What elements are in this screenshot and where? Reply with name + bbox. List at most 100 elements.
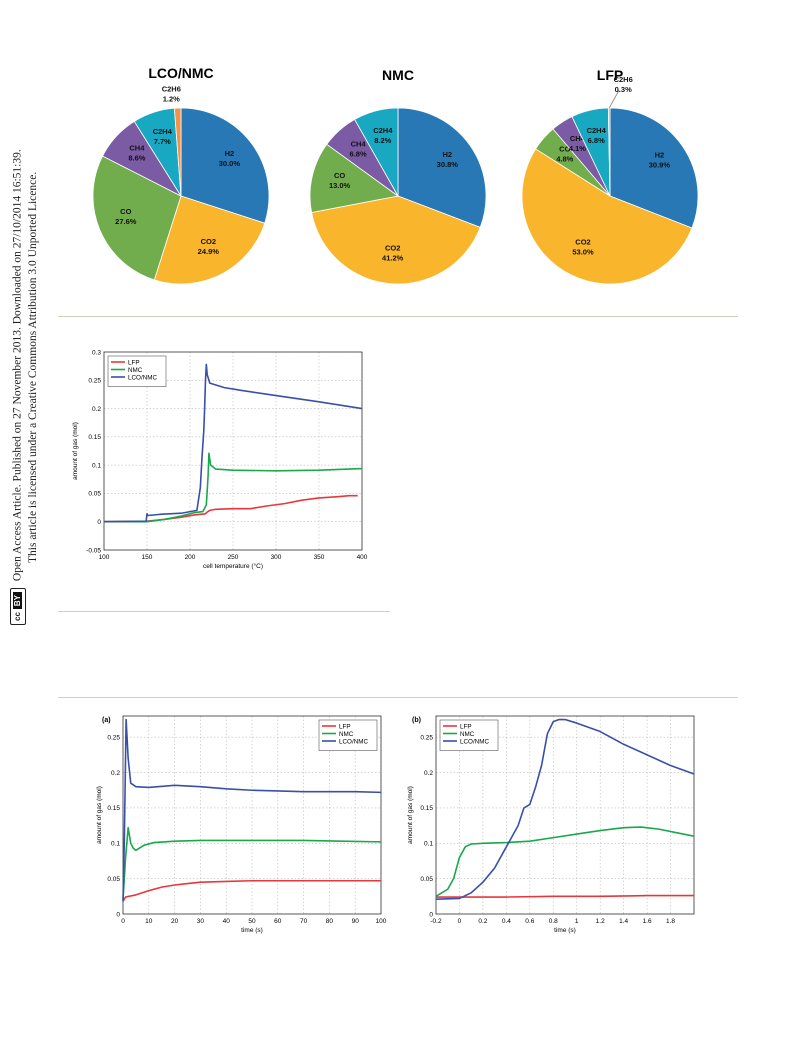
plot-frame — [435, 715, 695, 915]
x-tick-label: 100 — [99, 554, 110, 561]
gas-vs-time-chart-b: -0.2 0 0.2 0.4 0.6 0.8 1 1.2 1.4 1.6 1.800.050.10.… — [407, 715, 695, 934]
x-axis-label: time (s) — [241, 927, 263, 934]
legend-label-lco-nmc: LCO/NMC — [128, 374, 157, 381]
pie-slice-co2 — [153, 195, 266, 285]
y-tick-label: 0.15 — [88, 434, 101, 441]
cc-by-badge[interactable]: ccBY — [10, 587, 26, 625]
pie-slice-c2h6 — [607, 107, 611, 197]
x-tick-label: 30 — [197, 918, 205, 925]
y-tick-label: 0.2 — [424, 770, 433, 777]
sidebar-line-2[interactable]: This article is licensed under a Creativ… — [27, 171, 39, 563]
x-tick-label: 1.4 — [619, 918, 628, 925]
y-axis-label: amount of gas (mol) — [72, 422, 79, 480]
series-line-lfp — [436, 894, 694, 898]
pie-value-c2h4: 8.2% — [374, 136, 391, 145]
pie-label-c2h4: C2H4 — [587, 126, 607, 135]
divider-1 — [58, 316, 738, 317]
y-tick-label: 0 — [116, 911, 120, 918]
pie-charts-figure: LCO/NMCH230.0%CO224.9%CO27.6%CH48.6%C2H4… — [92, 65, 699, 285]
pie-slice-co2 — [311, 195, 481, 285]
y-tick-label: 0.25 — [88, 378, 101, 385]
legend-label-lfp: LFP — [339, 723, 351, 730]
leader-line — [608, 89, 620, 109]
legend-label-nmc: NMC — [339, 731, 354, 738]
x-tick-label: 40 — [223, 918, 231, 925]
pie-slice-h2 — [180, 107, 270, 224]
y-tick-label: 0.05 — [88, 491, 101, 498]
legend-label-lfp: LFP — [128, 359, 140, 366]
y-tick-label: 0.3 — [92, 349, 101, 356]
pie-value-co: 27.6% — [115, 217, 137, 226]
pie-label-co: CO — [120, 207, 131, 216]
y-tick-label: 0 — [97, 519, 101, 526]
x-axis-label: time (s) — [554, 927, 576, 934]
divider-2 — [58, 611, 390, 612]
pie-label-h2: H2 — [655, 150, 665, 159]
x-tick-label: 1.8 — [666, 918, 675, 925]
pie-value-co2: 41.2% — [382, 254, 404, 263]
series-line-lco-nmc — [122, 718, 382, 902]
y-tick-label: 0.05 — [420, 876, 433, 883]
y-axis-label: amount of gas (mol) — [407, 786, 414, 844]
pie-label-co2: CO2 — [575, 237, 590, 246]
x-tick-label: 0 — [121, 918, 125, 925]
y-tick-label: 0.2 — [92, 406, 101, 413]
pie-label-c2h6: C2H6 — [162, 85, 181, 94]
panel-title: (a) — [102, 717, 111, 724]
pie-value-h2: 30.8% — [437, 160, 459, 169]
pie-value-ch4: 8.6% — [128, 154, 145, 163]
pie-value-co2: 24.9% — [198, 247, 220, 256]
x-tick-label: 50 — [248, 918, 256, 925]
y-tick-label: 0.15 — [420, 805, 433, 812]
pie-slice-c2h6 — [173, 107, 182, 197]
x-tick-label: -0.2 — [430, 918, 442, 925]
series-line-nmc — [104, 452, 363, 523]
series-line-nmc — [435, 826, 695, 898]
legend-box — [439, 719, 499, 751]
gas-vs-time-chart-a: 0 10 20 30 40 50 60 70 80 90 100 0 0.05 0.1 0.15 0.2 0.2… — [96, 715, 387, 934]
x-tick-label: 0.6 — [525, 918, 534, 925]
pie-title: NMC — [382, 67, 414, 83]
plot-frame — [122, 715, 382, 915]
pie-slice-co — [309, 143, 399, 213]
pie-title: LFP — [597, 67, 623, 83]
series-line-nmc — [122, 826, 382, 900]
pie-value-co: 4.8% — [556, 155, 573, 164]
pie-value-h2: 30.9% — [649, 160, 671, 169]
series-line-lfp — [122, 879, 381, 902]
x-tick-label: 0.4 — [502, 918, 511, 925]
divider-3 — [58, 697, 738, 698]
x-tick-label: 400 — [357, 554, 368, 561]
pie-label-ch4: CH4 — [351, 139, 367, 148]
legend-label-lco-nmc: LCO/NMC — [460, 738, 489, 745]
pie-label-h2: H2 — [225, 149, 235, 158]
pie-slice-co — [92, 155, 182, 281]
legend-box — [318, 719, 378, 751]
pie-value-c2h4: 6.8% — [588, 136, 605, 145]
y-tick-label: 0.15 — [107, 805, 120, 812]
y-tick-label: 0.25 — [107, 735, 120, 742]
y-axis-label: amount of gas (mol) — [96, 786, 103, 844]
legend-label-lco-nmc: LCO/NMC — [339, 738, 368, 745]
pie-slice-h2 — [609, 107, 699, 229]
x-tick-label: 300 — [271, 554, 282, 561]
pie-label-c2h4: C2H4 — [373, 126, 393, 135]
y-tick-label: 0 — [429, 911, 433, 918]
panel-title: (b) — [412, 717, 421, 724]
pie-label-co2: CO2 — [201, 237, 216, 246]
pie-label-ch4: CH4 — [129, 144, 145, 153]
pie-label-c2h4: C2H4 — [153, 127, 173, 136]
legend-label-nmc: NMC — [128, 367, 143, 374]
pie-label-co2: CO2 — [385, 244, 400, 253]
x-tick-label: 150 — [142, 554, 153, 561]
y-tick-label: 0.1 — [92, 462, 101, 469]
y-tick-label: 0.05 — [107, 876, 120, 883]
legend-label-lfp: LFP — [460, 723, 472, 730]
pie-value-c2h6: 1.2% — [163, 95, 180, 104]
